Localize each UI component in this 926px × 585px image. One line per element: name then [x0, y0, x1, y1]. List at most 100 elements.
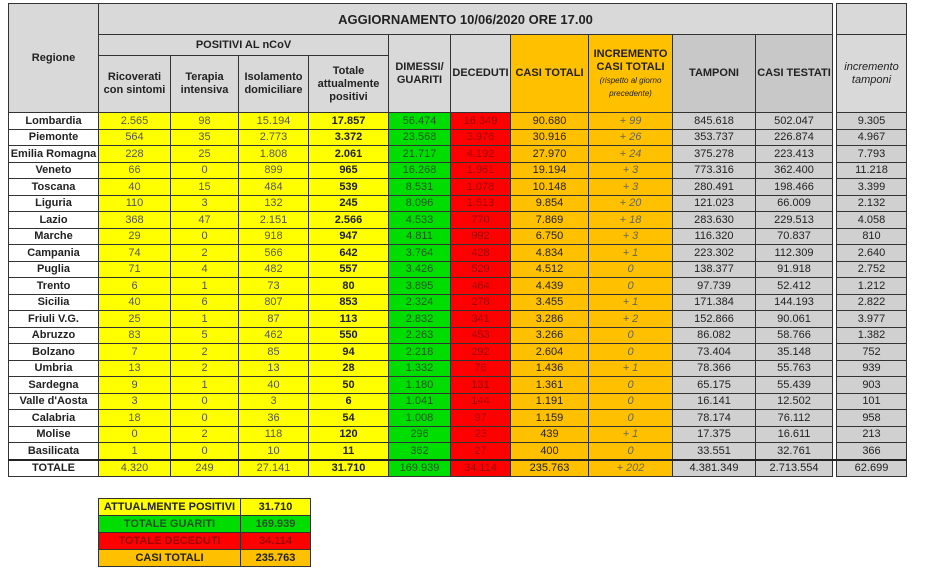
- cell-ricoverati: 564: [98, 128, 171, 146]
- cell-totale-positivi: 50: [308, 376, 389, 394]
- cell-terapia: 0: [170, 161, 239, 179]
- cell-regione: Sardegna: [8, 376, 99, 394]
- cell-dimessi: 4.811: [388, 227, 451, 245]
- cell-terapia: 47: [170, 211, 239, 229]
- cell-casi-testati: 70.837: [755, 227, 833, 245]
- cell-casi-testati: 91.918: [755, 260, 833, 278]
- cell-terapia: 2: [170, 359, 239, 377]
- cell-ricoverati: 0: [98, 425, 171, 443]
- cell-tamponi: 4.381.349: [672, 459, 756, 477]
- cell-totale-positivi: 11: [308, 442, 389, 460]
- cell-incremento-tamponi: 213: [836, 425, 907, 443]
- cell-casi-totali: 1.191: [510, 392, 589, 410]
- header-terapia: Terapia intensiva: [170, 55, 239, 113]
- summary-value: 169.939: [240, 515, 311, 533]
- table-row: Valle d'Aosta 3 0 3 6 1.041 144 1.191 0 16.141 12.…: [8, 392, 907, 410]
- cell-deceduti: 131: [450, 376, 511, 394]
- cell-incremento-tamponi: 4.967: [836, 128, 907, 146]
- table-row: Emilia Romagna 228 25 1.808 2.061 21.717 4.192…: [8, 145, 907, 163]
- cell-dimessi: 1.332: [388, 359, 451, 377]
- cell-tamponi: 121.023: [672, 194, 756, 212]
- cell-totale-positivi: 2.566: [308, 211, 389, 229]
- cell-tamponi: 845.618: [672, 112, 756, 130]
- cell-incremento: 0: [588, 392, 673, 410]
- cell-incremento-tamponi: 101: [836, 392, 907, 410]
- cell-totale-positivi: 947: [308, 227, 389, 245]
- header-isolamento: Isolamento domiciliare: [238, 55, 309, 113]
- table-row: Umbria 13 2 13 28 1.332 76 1.436 + 1 78.366 55.763…: [8, 359, 907, 377]
- cell-casi-testati: 226.874: [755, 128, 833, 146]
- cell-dimessi: 3.764: [388, 244, 451, 262]
- cell-totale-positivi: 642: [308, 244, 389, 262]
- cell-casi-totali: 6.750: [510, 227, 589, 245]
- table-row: Basilicata 1 0 10 11 362 27 400 0 33.551 32.761 366: [8, 442, 907, 460]
- cell-totale-positivi: 965: [308, 161, 389, 179]
- cell-regione: Lombardia: [8, 112, 99, 130]
- cell-regione: Emilia Romagna: [8, 145, 99, 163]
- cell-isolamento: 2.151: [238, 211, 309, 229]
- covid-regional-table-container: Regione AGGIORNAMENTO 10/06/2020 ORE 17.…: [8, 3, 907, 477]
- cell-incremento-tamponi: 62.699: [836, 459, 907, 477]
- header-casi-testati: CASI TESTATI: [755, 34, 833, 113]
- cell-regione: Campania: [8, 244, 99, 262]
- table-row: Marche 29 0 918 947 4.811 992 6.750 + 3 116.320 70…: [8, 227, 907, 245]
- cell-terapia: 2: [170, 343, 239, 361]
- cell-terapia: 15: [170, 178, 239, 196]
- cell-totale-positivi: 245: [308, 194, 389, 212]
- cell-incremento-tamponi: 939: [836, 359, 907, 377]
- cell-deceduti: 23: [450, 425, 511, 443]
- cell-terapia: 1: [170, 277, 239, 295]
- cell-ricoverati: 18: [98, 409, 171, 427]
- summary-label: TOTALE DECEDUTI: [98, 532, 241, 550]
- cell-ricoverati: 83: [98, 326, 171, 344]
- cell-casi-testati: 2.713.554: [755, 459, 833, 477]
- cell-isolamento: 484: [238, 178, 309, 196]
- cell-incremento-tamponi: 11.218: [836, 161, 907, 179]
- cell-tamponi: 78.174: [672, 409, 756, 427]
- summary-value: 34.114: [240, 532, 311, 550]
- cell-deceduti: 3.976: [450, 128, 511, 146]
- cell-incremento-tamponi: 2.640: [836, 244, 907, 262]
- cell-tamponi: 86.082: [672, 326, 756, 344]
- cell-incremento-tamponi: 3.977: [836, 310, 907, 328]
- cell-regione: Umbria: [8, 359, 99, 377]
- cell-tamponi: 280.491: [672, 178, 756, 196]
- cell-dimessi: 2.832: [388, 310, 451, 328]
- cell-terapia: 98: [170, 112, 239, 130]
- cell-casi-testati: 198.466: [755, 178, 833, 196]
- cell-casi-totali: 19.194: [510, 161, 589, 179]
- cell-casi-testati: 66.009: [755, 194, 833, 212]
- cell-deceduti: 27: [450, 442, 511, 460]
- cell-dimessi: 8.531: [388, 178, 451, 196]
- cell-isolamento: 85: [238, 343, 309, 361]
- cell-casi-testati: 90.061: [755, 310, 833, 328]
- cell-dimessi: 1.180: [388, 376, 451, 394]
- table-row: Sicilia 40 6 807 853 2.324 278 3.455 + 1 171.384 1…: [8, 293, 907, 311]
- table-row: Bolzano 7 2 85 94 2.218 292 2.604 0 73.404 35.148 7…: [8, 343, 907, 361]
- table-row: Friuli V.G. 25 1 87 113 2.832 341 3.286 + 2 152.8…: [8, 310, 907, 328]
- cell-dimessi: 2.263: [388, 326, 451, 344]
- cell-deceduti: 34.114: [450, 459, 511, 477]
- cell-incremento-tamponi: 752: [836, 343, 907, 361]
- header-incremento-note: (rispetto al giorno precedente): [599, 75, 662, 98]
- cell-casi-testati: 223.413: [755, 145, 833, 163]
- cell-totale-positivi: 120: [308, 425, 389, 443]
- cell-casi-testati: 144.193: [755, 293, 833, 311]
- cell-incremento: 0: [588, 277, 673, 295]
- cell-incremento: + 99: [588, 112, 673, 130]
- cell-terapia: 0: [170, 442, 239, 460]
- cell-regione: Piemonte: [8, 128, 99, 146]
- cell-regione: Lazio: [8, 211, 99, 229]
- cell-dimessi: 56.474: [388, 112, 451, 130]
- cell-dimessi: 21.717: [388, 145, 451, 163]
- cell-incremento: + 26: [588, 128, 673, 146]
- cell-ricoverati: 71: [98, 260, 171, 278]
- cell-terapia: 0: [170, 392, 239, 410]
- summary-table: ATTUALMENTE POSITIVI 31.710 TOTALE GUARITI…: [98, 498, 311, 567]
- table-row: Puglia 71 4 482 557 3.426 529 4.512 0 138.377 91.9…: [8, 260, 907, 278]
- header-dimessi: DIMESSI/ GUARITI: [388, 34, 451, 113]
- cell-casi-totali: 439: [510, 425, 589, 443]
- cell-tamponi: 73.404: [672, 343, 756, 361]
- cell-tamponi: 283.630: [672, 211, 756, 229]
- totals-row: TOTALE 4.320 249 27.141 31.710 169.939 34.114 2…: [8, 459, 907, 477]
